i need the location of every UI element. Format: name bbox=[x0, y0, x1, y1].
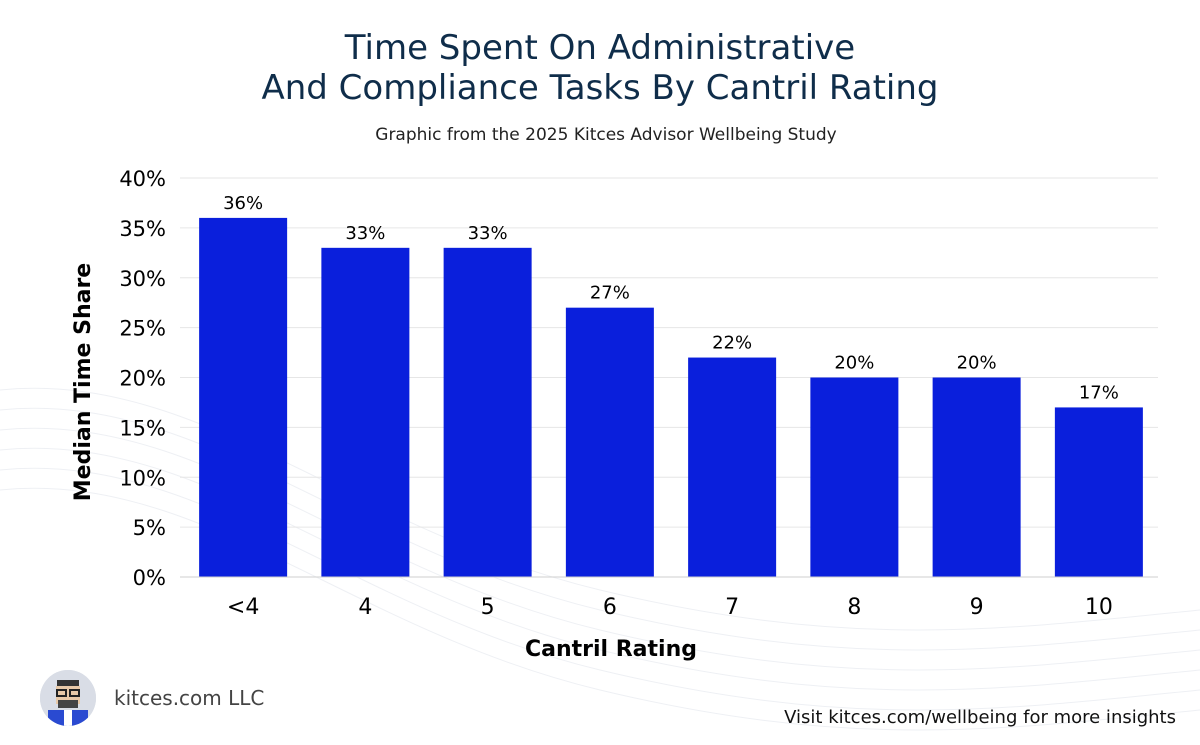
bar bbox=[565, 307, 654, 577]
y-axis-title: Median Time Share bbox=[71, 263, 96, 501]
brand-text: kitces.com LLC bbox=[114, 686, 265, 710]
y-tick-label: 35% bbox=[119, 217, 166, 241]
bar-value-labels: 36% 33% 33% 27% 22% 20% 20% 17% bbox=[223, 193, 1119, 404]
bar-value-label: 33% bbox=[468, 223, 508, 244]
x-tick-label: 8 bbox=[847, 595, 861, 620]
footer-brand: kitces.com LLC bbox=[40, 670, 264, 726]
bar-value-label: 20% bbox=[957, 353, 997, 374]
y-tick-label: 20% bbox=[119, 367, 166, 391]
x-tick-label: 5 bbox=[481, 595, 495, 620]
x-tick-label: 10 bbox=[1085, 595, 1113, 620]
x-tick-label: 6 bbox=[603, 595, 617, 620]
bar-value-label: 22% bbox=[712, 333, 752, 354]
bar bbox=[443, 247, 532, 577]
bar-value-label: 17% bbox=[1079, 382, 1119, 403]
bar bbox=[199, 217, 288, 577]
y-tick-label: 30% bbox=[119, 267, 166, 291]
background-waves bbox=[0, 387, 1200, 731]
bar-value-label: 33% bbox=[345, 223, 385, 244]
y-axis-ticks: 0% 5% 10% 15% 20% 25% 30% 35% 40% bbox=[119, 167, 166, 590]
y-tick-label: 5% bbox=[133, 516, 166, 540]
y-tick-label: 0% bbox=[133, 566, 166, 590]
bars bbox=[199, 217, 1143, 577]
avatar bbox=[40, 670, 96, 726]
x-tick-label: 9 bbox=[970, 595, 984, 620]
footer-link-text: Visit kitces.com/wellbeing for more insi… bbox=[784, 707, 1176, 728]
bar bbox=[932, 377, 1021, 577]
x-tick-label: <4 bbox=[227, 595, 259, 620]
bar bbox=[688, 357, 777, 577]
bar-value-label: 20% bbox=[834, 353, 874, 374]
bar bbox=[810, 377, 899, 577]
x-axis-title: Cantril Rating bbox=[525, 637, 697, 662]
x-tick-label: 4 bbox=[358, 595, 372, 620]
y-tick-label: 15% bbox=[119, 416, 166, 440]
person-avatar-icon bbox=[40, 670, 96, 726]
bar-value-label: 27% bbox=[590, 283, 630, 304]
y-tick-label: 10% bbox=[119, 466, 166, 490]
y-tick-label: 25% bbox=[119, 317, 166, 341]
bar bbox=[1054, 407, 1143, 577]
chart-title-line-2: And Compliance Tasks By Cantril Rating bbox=[261, 68, 939, 108]
bar bbox=[321, 247, 410, 577]
chart-title: Time Spent On Administrative And Complia… bbox=[0, 28, 1200, 108]
x-tick-label: 7 bbox=[725, 595, 739, 620]
chart-subtitle: Graphic from the 2025 Kitces Advisor Wel… bbox=[375, 125, 837, 145]
bar-value-label: 36% bbox=[223, 193, 263, 214]
x-axis-ticks: <4 4 5 6 7 8 9 10 bbox=[227, 595, 1113, 620]
chart-title-line-1: Time Spent On Administrative bbox=[344, 28, 856, 68]
y-tick-label: 40% bbox=[119, 167, 166, 191]
